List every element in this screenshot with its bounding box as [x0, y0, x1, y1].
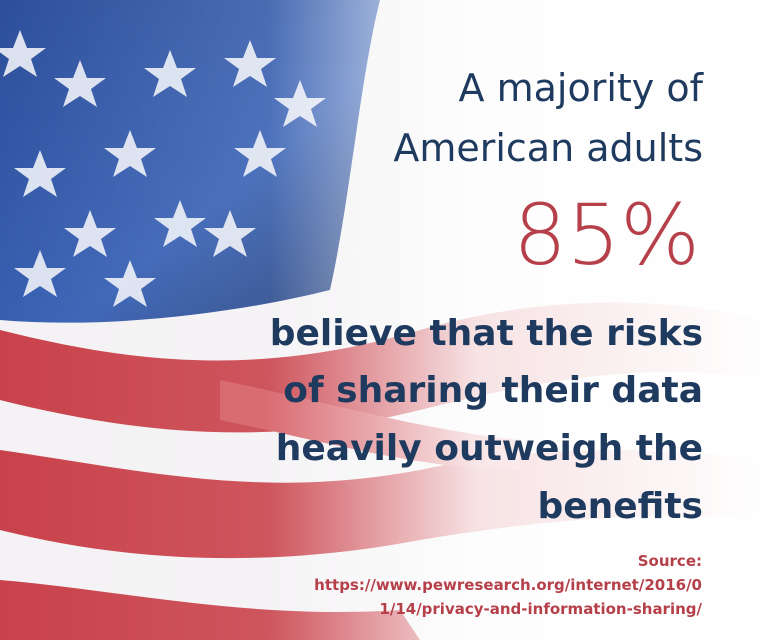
headline: A majority of — [458, 66, 703, 110]
statistic: 85% — [513, 186, 700, 284]
source-label: Source: — [637, 552, 702, 570]
source-url: 1/14/privacy-and-information-sharing/ — [379, 600, 702, 618]
headline: American adults — [393, 126, 703, 170]
body-text: of sharing their data — [283, 370, 703, 411]
body-text: believe that the risks — [269, 313, 703, 354]
body-text: benefits — [537, 486, 703, 527]
body-text: heavily outweigh the — [275, 428, 703, 469]
source-url: https://www.pewresearch.org/internet/201… — [314, 576, 702, 594]
